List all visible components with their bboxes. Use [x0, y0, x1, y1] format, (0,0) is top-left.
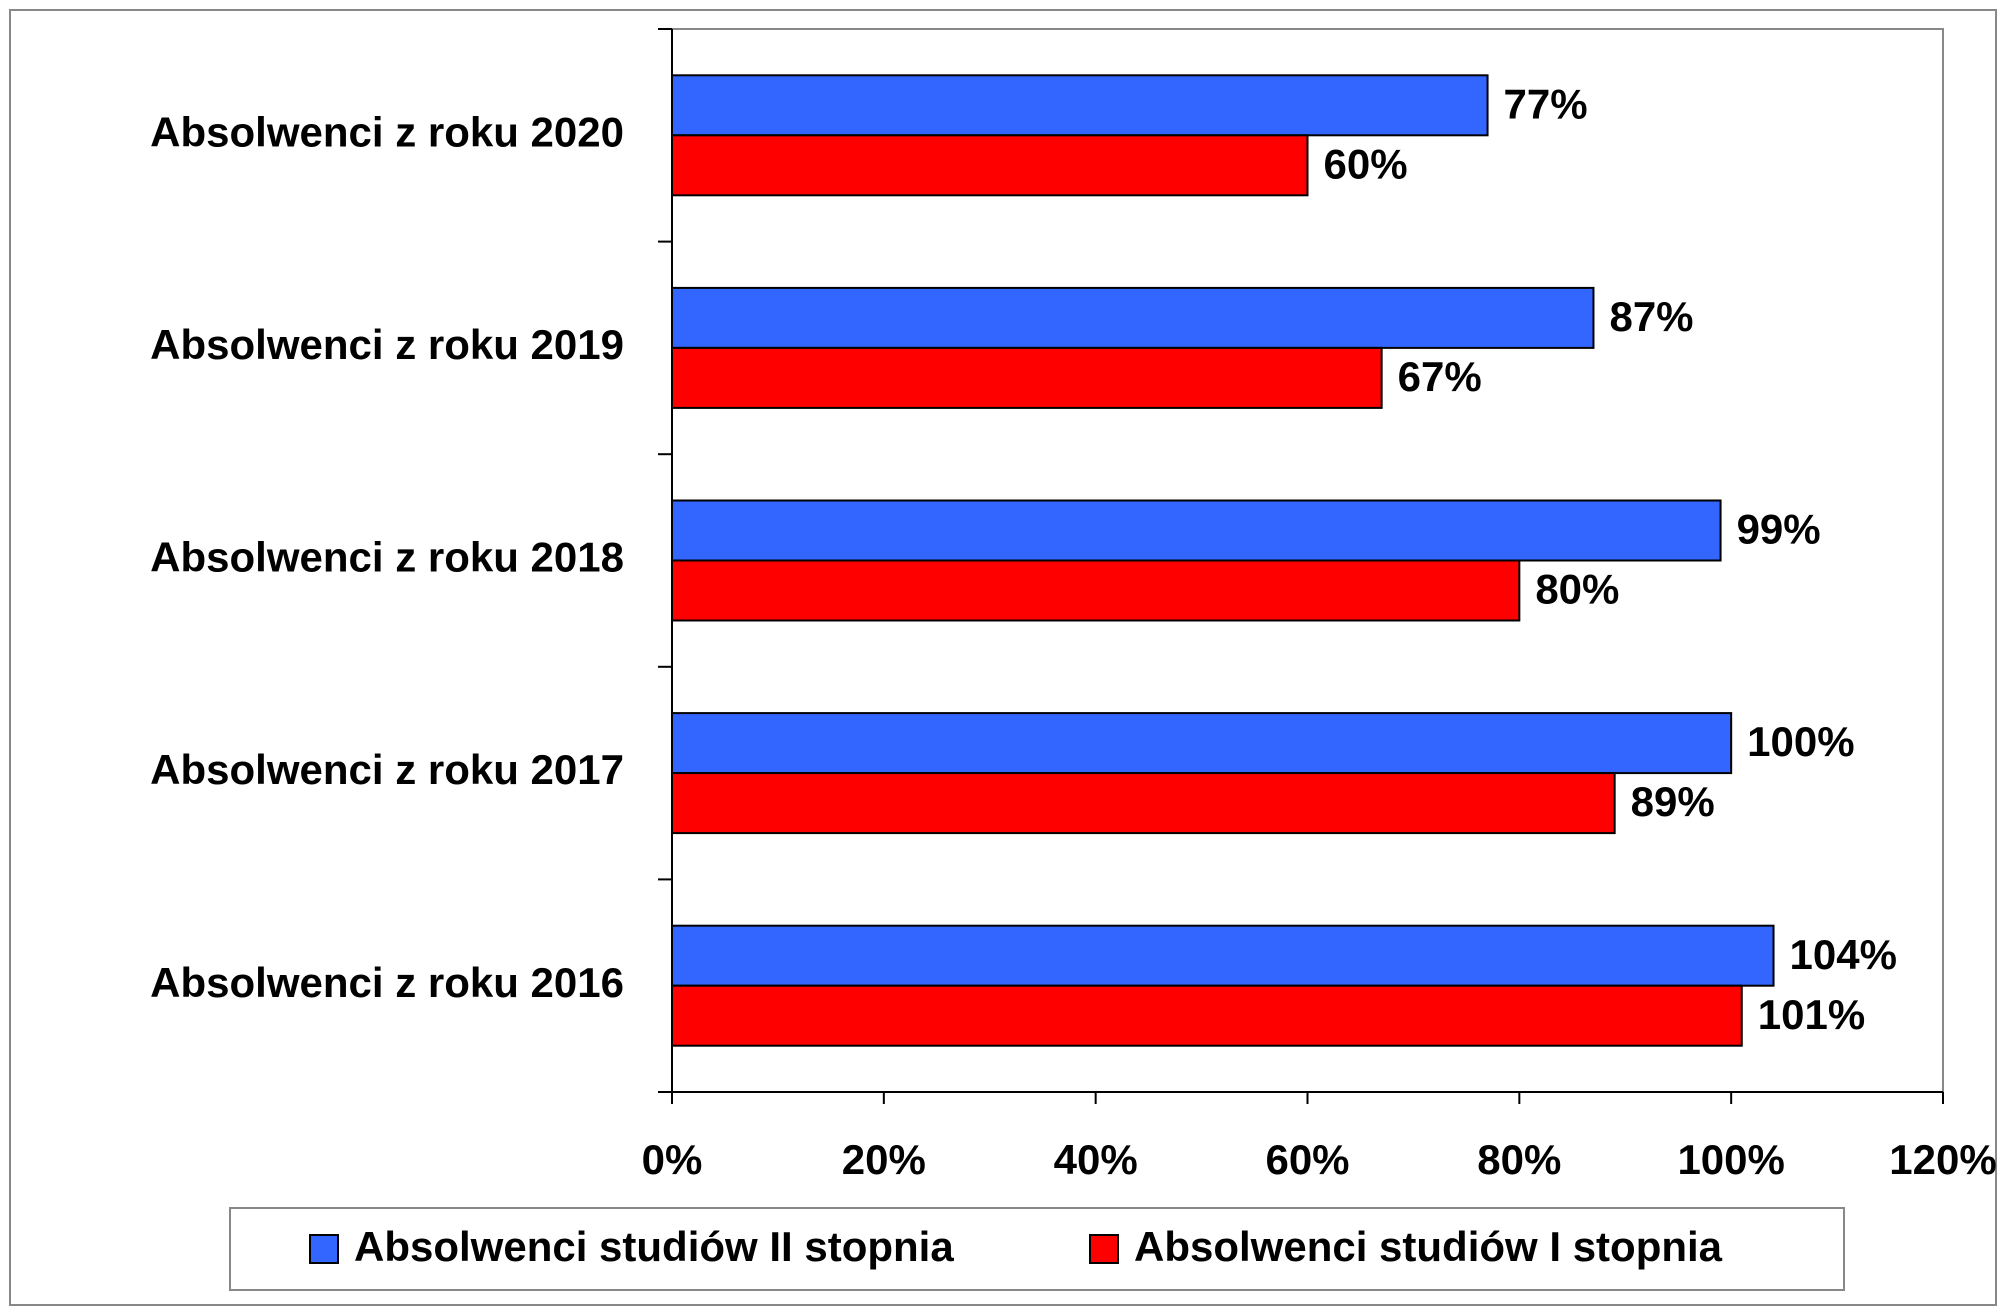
bar — [671, 346, 1383, 409]
x-tick-label: 60% — [1265, 1136, 1349, 1183]
legend-swatch — [1089, 1234, 1119, 1264]
x-tick-label: 120% — [1889, 1136, 1996, 1183]
y-tick-label: Absolwenci z roku 2017 — [150, 746, 624, 793]
bar — [671, 134, 1309, 197]
value-label: 89% — [1631, 778, 1715, 825]
x-tick-label: 20% — [842, 1136, 926, 1183]
bar — [671, 559, 1521, 622]
x-tick-label: 0% — [642, 1136, 703, 1183]
x-tick-label: 40% — [1054, 1136, 1138, 1183]
value-label: 99% — [1737, 506, 1821, 553]
legend-swatch — [309, 1234, 339, 1264]
y-tick-label: Absolwenci z roku 2016 — [150, 959, 624, 1006]
value-label: 100% — [1747, 718, 1854, 765]
legend-label: Absolwenci studiów II stopnia — [354, 1223, 954, 1270]
value-label: 67% — [1398, 353, 1482, 400]
value-label: 77% — [1504, 80, 1588, 127]
y-tick-label: Absolwenci z roku 2020 — [150, 108, 624, 155]
bar — [671, 772, 1616, 835]
bar — [671, 499, 1722, 562]
value-label: 80% — [1535, 566, 1619, 613]
x-tick-label: 80% — [1477, 1136, 1561, 1183]
bar — [671, 712, 1733, 775]
value-label: 87% — [1609, 293, 1693, 340]
value-label: 104% — [1790, 931, 1897, 978]
y-tick-label: Absolwenci z roku 2018 — [150, 534, 624, 581]
x-tick-label: 100% — [1677, 1136, 1784, 1183]
bar — [671, 286, 1595, 349]
value-label: 60% — [1324, 140, 1408, 187]
value-label: 101% — [1758, 991, 1865, 1038]
bar — [671, 924, 1775, 987]
bar — [671, 984, 1743, 1047]
y-tick-label: Absolwenci z roku 2019 — [150, 321, 624, 368]
bar — [671, 74, 1489, 137]
legend-label: Absolwenci studiów I stopnia — [1134, 1223, 1723, 1270]
legend-box — [229, 1207, 1845, 1291]
